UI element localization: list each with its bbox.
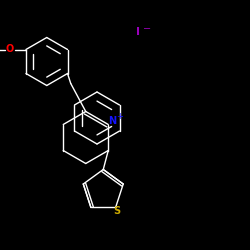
Text: +: + bbox=[116, 112, 123, 121]
Text: N: N bbox=[108, 116, 116, 126]
Text: I: I bbox=[136, 27, 140, 37]
Text: O: O bbox=[6, 44, 14, 54]
Text: −: − bbox=[143, 24, 151, 34]
Text: S: S bbox=[113, 206, 120, 216]
